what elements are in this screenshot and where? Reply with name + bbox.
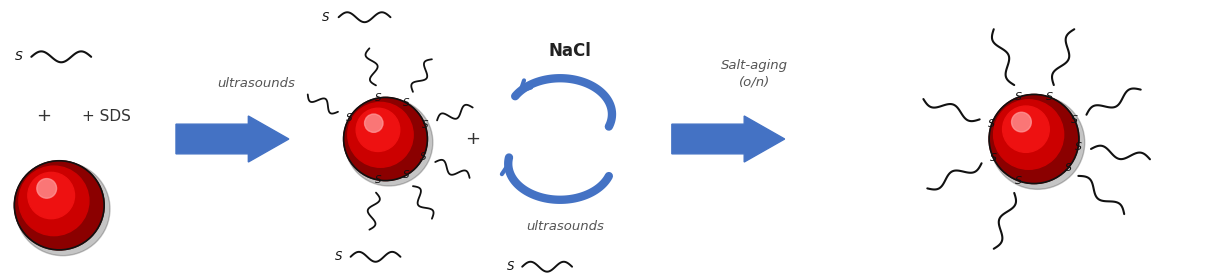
Text: S: S <box>1071 115 1079 125</box>
FancyArrow shape <box>671 116 784 162</box>
Circle shape <box>345 99 433 186</box>
Text: NaCl: NaCl <box>549 43 591 61</box>
Text: S: S <box>1016 176 1022 186</box>
Text: + SDS: + SDS <box>81 109 131 124</box>
Text: S: S <box>322 11 330 24</box>
Circle shape <box>15 161 104 250</box>
Circle shape <box>989 95 1079 183</box>
Circle shape <box>356 108 400 152</box>
Text: S: S <box>345 113 353 123</box>
Circle shape <box>365 114 383 132</box>
Text: +: + <box>465 130 480 148</box>
Text: S: S <box>1016 92 1022 102</box>
Text: S: S <box>1046 92 1053 102</box>
Text: +: + <box>36 107 51 125</box>
Text: S: S <box>990 153 997 163</box>
Circle shape <box>19 166 88 236</box>
Text: S: S <box>988 119 995 129</box>
Text: S: S <box>1075 142 1082 152</box>
Text: S: S <box>404 170 410 180</box>
Text: Salt-aging
(o/n): Salt-aging (o/n) <box>721 59 788 89</box>
Text: S: S <box>375 175 382 185</box>
Text: ultrasounds: ultrasounds <box>526 220 604 233</box>
Text: S: S <box>421 152 427 162</box>
Text: S: S <box>422 120 428 130</box>
Text: S: S <box>404 98 410 108</box>
Text: S: S <box>1065 163 1071 173</box>
Text: ultrasounds: ultrasounds <box>217 77 295 90</box>
Circle shape <box>1002 106 1050 152</box>
Circle shape <box>36 178 57 198</box>
FancyArrow shape <box>176 116 288 162</box>
Circle shape <box>28 172 74 219</box>
Circle shape <box>994 100 1064 169</box>
Circle shape <box>16 162 110 256</box>
Text: S: S <box>375 93 382 103</box>
Circle shape <box>990 96 1085 189</box>
Circle shape <box>344 97 428 181</box>
Text: S: S <box>335 250 342 263</box>
Text: S: S <box>16 50 23 63</box>
Circle shape <box>348 102 413 167</box>
Circle shape <box>1012 112 1031 132</box>
Text: S: S <box>507 260 514 273</box>
